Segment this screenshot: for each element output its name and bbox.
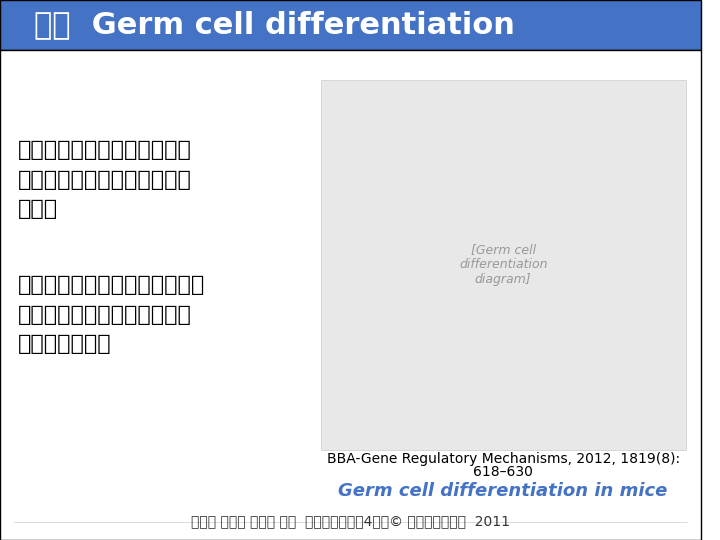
Text: 一、  Germ cell differentiation: 一、 Germ cell differentiation <box>34 10 515 39</box>
FancyBboxPatch shape <box>321 80 686 450</box>
Text: 高度分化的精子卵子一旦结合，
所有既有分化标记会消失，成
为新生命起点。: 高度分化的精子卵子一旦结合， 所有既有分化标记会消失，成 为新生命起点。 <box>17 275 204 354</box>
Text: Germ cell differentiation in mice: Germ cell differentiation in mice <box>338 482 668 500</box>
FancyBboxPatch shape <box>0 50 701 540</box>
Text: 618–630: 618–630 <box>473 465 533 479</box>
FancyBboxPatch shape <box>0 0 701 50</box>
Text: 性细胞从体细胞中分化出来，
被认为是后生动物起源的重要
标志。: 性细胞从体细胞中分化出来， 被认为是后生动物起源的重要 标志。 <box>17 140 192 219</box>
Text: 翟中和 王喜忠 丁明孝 主编  细胞生物学（第4版）© 高等教育出版社  2011: 翟中和 王喜忠 丁明孝 主编 细胞生物学（第4版）© 高等教育出版社 2011 <box>191 514 510 528</box>
Text: BBA-Gene Regulatory Mechanisms, 2012, 1819(8):: BBA-Gene Regulatory Mechanisms, 2012, 18… <box>327 452 680 466</box>
Text: [Germ cell
differentiation
diagram]: [Germ cell differentiation diagram] <box>459 244 547 287</box>
